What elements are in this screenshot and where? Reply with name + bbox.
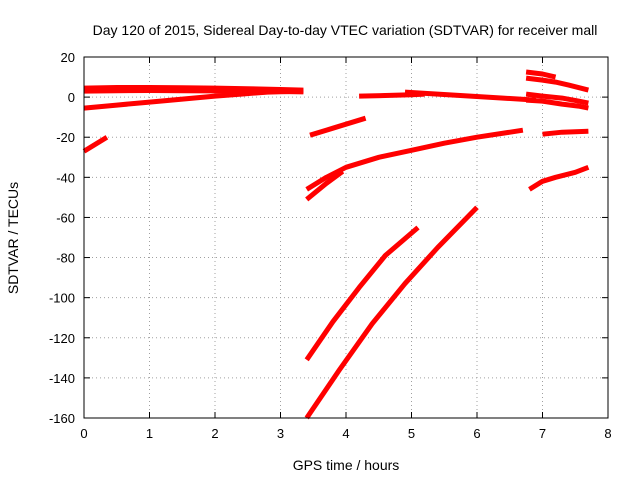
series-layer bbox=[82, 69, 590, 420]
y-tick-label: -60 bbox=[56, 210, 75, 225]
y-tick-label: -40 bbox=[56, 170, 75, 185]
series-17 bbox=[528, 164, 590, 192]
y-tick-label: -20 bbox=[56, 130, 75, 145]
series-9 bbox=[305, 169, 345, 202]
series-10 bbox=[304, 225, 420, 362]
series-16 bbox=[542, 128, 589, 137]
y-tick-label: -100 bbox=[49, 291, 75, 306]
series-4 bbox=[82, 135, 109, 154]
x-tick-label: 4 bbox=[342, 426, 349, 441]
y-tick-label: -80 bbox=[56, 251, 75, 266]
grid bbox=[84, 57, 608, 418]
axis-ticks bbox=[83, 56, 609, 419]
series-14 bbox=[525, 91, 589, 106]
y-tick-label: 20 bbox=[61, 50, 75, 65]
series-3 bbox=[83, 88, 304, 111]
y-tick-label: -120 bbox=[49, 331, 75, 346]
x-tick-label: 0 bbox=[80, 426, 87, 441]
x-tick-label: 7 bbox=[539, 426, 546, 441]
chart-title: Day 120 of 2015, Sidereal Day-to-day VTE… bbox=[93, 22, 598, 38]
y-axis-label: SDTVAR / TECUs bbox=[5, 182, 21, 294]
x-tick-label: 2 bbox=[211, 426, 218, 441]
x-tick-label: 1 bbox=[146, 426, 153, 441]
series-11 bbox=[304, 205, 479, 420]
series-8 bbox=[305, 127, 524, 192]
x-tick-label: 8 bbox=[604, 426, 611, 441]
x-tick-label: 5 bbox=[408, 426, 415, 441]
y-tick-label: -160 bbox=[49, 411, 75, 426]
y-tick-label: 0 bbox=[68, 90, 75, 105]
series-5 bbox=[309, 115, 367, 138]
x-tick-label: 3 bbox=[277, 426, 284, 441]
series-12 bbox=[525, 69, 557, 80]
series-15 bbox=[525, 97, 589, 111]
series-7 bbox=[404, 89, 537, 103]
x-axis-label: GPS time / hours bbox=[293, 457, 400, 473]
x-tick-labels: 0 1 2 3 4 5 6 7 8 bbox=[80, 426, 611, 441]
y-tick-label: -140 bbox=[49, 371, 75, 386]
x-tick-label: 6 bbox=[473, 426, 480, 441]
y-tick-labels: 20 0 -20 -40 -60 -80 -100 -120 -140 -160 bbox=[49, 50, 75, 426]
series-13 bbox=[525, 75, 590, 93]
